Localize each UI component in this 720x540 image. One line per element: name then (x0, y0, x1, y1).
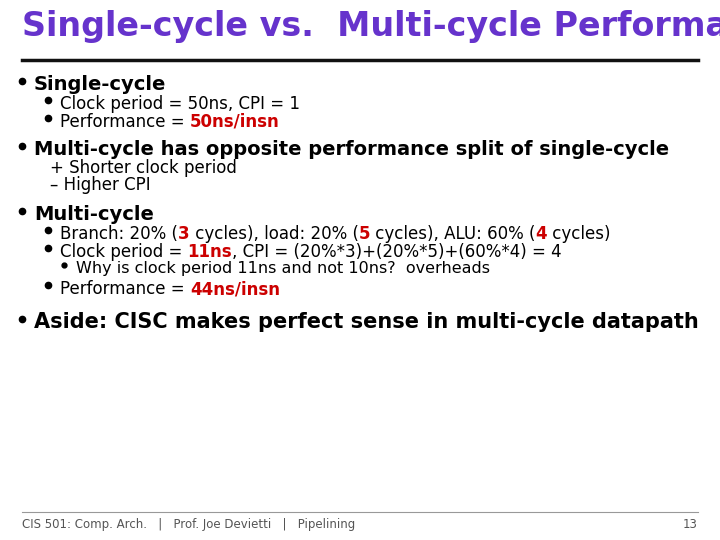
Text: cycles): cycles) (547, 225, 611, 243)
Text: Performance =: Performance = (60, 280, 190, 298)
Text: CIS 501: Comp. Arch.   |   Prof. Joe Devietti   |   Pipelining: CIS 501: Comp. Arch. | Prof. Joe Deviett… (22, 518, 355, 531)
Text: Single-cycle: Single-cycle (34, 75, 166, 94)
Text: 3: 3 (178, 225, 189, 243)
Text: + Shorter clock period: + Shorter clock period (50, 159, 237, 177)
Text: 44ns/insn: 44ns/insn (190, 280, 280, 298)
Text: Multi-cycle: Multi-cycle (34, 205, 154, 224)
Text: 13: 13 (683, 518, 698, 531)
Text: Branch: 20% (: Branch: 20% ( (60, 225, 178, 243)
Text: Multi-cycle has opposite performance split of single-cycle: Multi-cycle has opposite performance spl… (34, 140, 669, 159)
Text: cycles), ALU: 60% (: cycles), ALU: 60% ( (370, 225, 535, 243)
Text: – Higher CPI: – Higher CPI (50, 176, 150, 194)
Text: 50ns/insn: 50ns/insn (190, 113, 279, 131)
Text: , CPI = (20%*3)+(20%*5)+(60%*4) = 4: , CPI = (20%*3)+(20%*5)+(60%*4) = 4 (233, 243, 562, 261)
Text: Clock period =: Clock period = (60, 243, 188, 261)
Text: cycles), load: 20% (: cycles), load: 20% ( (189, 225, 359, 243)
Text: Clock period = 50ns, CPI = 1: Clock period = 50ns, CPI = 1 (60, 95, 300, 113)
Text: 11ns: 11ns (188, 243, 233, 261)
Text: Why is clock period 11ns and not 10ns?  overheads: Why is clock period 11ns and not 10ns? o… (76, 261, 490, 276)
Text: Aside: CISC makes perfect sense in multi-cycle datapath: Aside: CISC makes perfect sense in multi… (34, 312, 698, 332)
Text: Performance =: Performance = (60, 113, 190, 131)
Text: 5: 5 (359, 225, 370, 243)
Text: 4: 4 (535, 225, 547, 243)
Text: Single-cycle vs.  Multi-cycle Performance: Single-cycle vs. Multi-cycle Performance (22, 10, 720, 43)
